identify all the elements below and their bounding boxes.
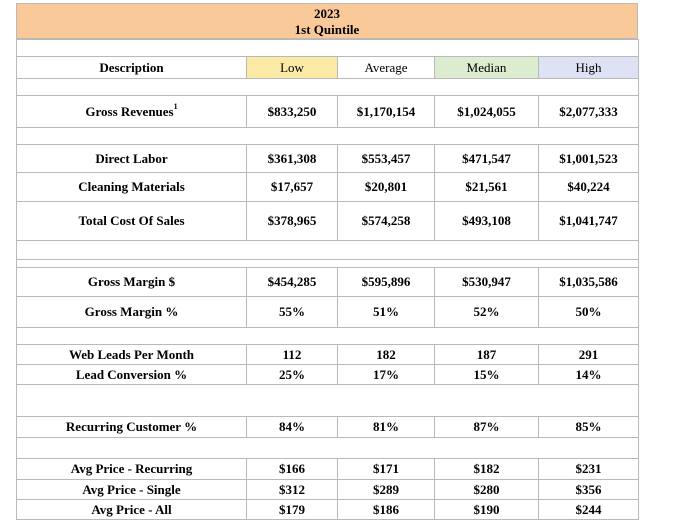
cell-median: $182 — [434, 458, 539, 480]
spacer-row — [15, 384, 640, 417]
table-row: Lead Conversion % 25% 17% 15% 14% — [16, 364, 640, 385]
cell-high: $356 — [537, 479, 640, 500]
spacer-row — [15, 127, 640, 145]
table-row: Cleaning Materials $17,657 $20,801 $21,5… — [16, 172, 640, 202]
cell-median: 87% — [434, 416, 539, 438]
row-label: Direct Labor — [16, 144, 247, 173]
spacer-row — [15, 437, 640, 459]
cell-average: 81% — [337, 416, 435, 438]
table-row: Gross Margin % 55% 51% 52% 50% — [16, 296, 640, 328]
cell-high: 14% — [537, 364, 640, 385]
cell-low: $166 — [246, 458, 338, 480]
cell-low: $378,965 — [246, 201, 338, 241]
row-label: Avg Price - Recurring — [16, 458, 247, 480]
cell-low: $361,308 — [246, 144, 338, 173]
cell-average: $574,258 — [337, 201, 435, 241]
table-row: Avg Price - Recurring $166 $171 $182 $23… — [16, 458, 640, 480]
cell-median: 52% — [434, 296, 539, 328]
spacer-row — [15, 259, 640, 268]
cell-high: $2,077,333 — [537, 95, 640, 128]
cell-average: $186 — [337, 499, 435, 520]
cell-low: $833,250 — [246, 95, 338, 128]
cell-average: 182 — [337, 344, 435, 365]
cell-median: $493,108 — [434, 201, 539, 241]
cell-high: 50% — [537, 296, 640, 328]
row-label: Gross Margin $ — [16, 267, 247, 297]
cell-median: $1,024,055 — [434, 95, 539, 128]
table-row: Avg Price - All $179 $186 $190 $244 — [16, 499, 640, 520]
row-label: Web Leads Per Month — [16, 344, 247, 365]
spacer-row — [15, 39, 640, 57]
cell-high: 85% — [537, 416, 640, 438]
cell-average: $289 — [337, 479, 435, 500]
cell-low: $179 — [246, 499, 338, 520]
spacer-row — [15, 240, 640, 260]
cell-low: 84% — [246, 416, 338, 438]
table-row: Gross Margin $ $454,285 $595,896 $530,94… — [16, 267, 640, 297]
cell-average: $20,801 — [337, 172, 435, 202]
cell-low: $454,285 — [246, 267, 338, 297]
table-row: Direct Labor $361,308 $553,457 $471,547 … — [16, 144, 640, 173]
header-low: Low — [246, 56, 338, 79]
cell-average: 17% — [337, 364, 435, 385]
cell-average: $1,170,154 — [337, 95, 435, 128]
cell-high: $244 — [537, 499, 640, 520]
cell-average: $595,896 — [337, 267, 435, 297]
table-row: Recurring Customer % 84% 81% 87% 85% — [16, 416, 640, 438]
cell-average: 51% — [337, 296, 435, 328]
table-row: Avg Price - Single $312 $289 $280 $356 — [16, 479, 640, 500]
header-description: Description — [16, 56, 247, 79]
cell-high: $231 — [537, 458, 640, 480]
row-label: Gross Revenues1 — [16, 95, 247, 128]
cell-low: 112 — [246, 344, 338, 365]
cell-average: $171 — [337, 458, 435, 480]
cell-low: $312 — [246, 479, 338, 500]
row-label: Recurring Customer % — [16, 416, 247, 438]
row-label: Total Cost Of Sales — [16, 201, 247, 241]
cell-median: $21,561 — [434, 172, 539, 202]
cell-high: $1,041,747 — [537, 201, 640, 241]
cell-median: $280 — [434, 479, 539, 500]
table-row: Web Leads Per Month 112 182 187 291 — [16, 344, 640, 365]
row-label: Gross Margin % — [16, 296, 247, 328]
spacer-row — [15, 78, 640, 96]
row-label: Lead Conversion % — [16, 364, 247, 385]
cell-median: 187 — [434, 344, 539, 365]
report-subtitle: 1st Quintile — [294, 22, 360, 37]
cell-median: 15% — [434, 364, 539, 385]
cell-high: 291 — [537, 344, 640, 365]
table-row: Gross Revenues1 $833,250 $1,170,154 $1,0… — [16, 95, 640, 128]
cell-average: $553,457 — [337, 144, 435, 173]
cell-median: $471,547 — [434, 144, 539, 173]
cell-high: $1,035,586 — [537, 267, 640, 297]
cell-low: $17,657 — [246, 172, 338, 202]
report-year: 2023 — [314, 6, 340, 21]
header-row: Description Low Average Median High — [16, 56, 640, 79]
cell-low: 25% — [246, 364, 338, 385]
cell-high: $1,001,523 — [537, 144, 640, 173]
header-average: Average — [337, 56, 435, 79]
financial-summary-sheet: 2023 1st Quintile Description Low Averag… — [15, 3, 640, 520]
report-title: 2023 1st Quintile — [16, 3, 638, 39]
footnote-marker: 1 — [173, 101, 178, 111]
header-high: High — [537, 56, 640, 79]
row-label: Avg Price - All — [16, 499, 247, 520]
spacer-row — [15, 327, 640, 345]
metrics-table: Description Low Average Median High Gros… — [15, 39, 640, 520]
cell-low: 55% — [246, 296, 338, 328]
table-row: Total Cost Of Sales $378,965 $574,258 $4… — [16, 201, 640, 241]
cell-median: $190 — [434, 499, 539, 520]
cell-median: $530,947 — [434, 267, 539, 297]
row-label: Cleaning Materials — [16, 172, 247, 202]
row-label: Avg Price - Single — [16, 479, 247, 500]
header-median: Median — [434, 56, 539, 79]
cell-high: $40,224 — [537, 172, 640, 202]
